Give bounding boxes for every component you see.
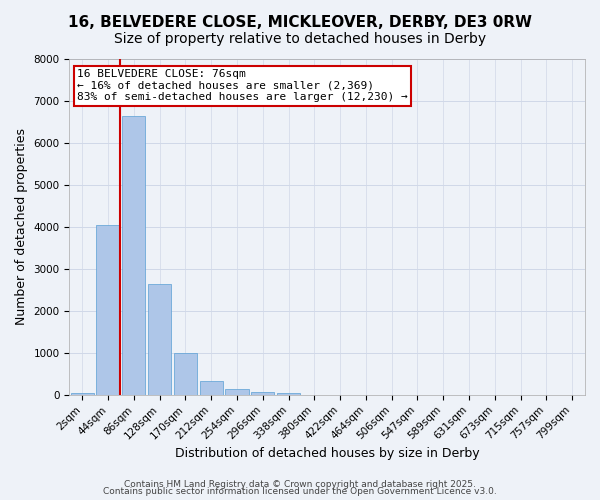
Bar <box>122 116 145 395</box>
Bar <box>277 393 300 395</box>
Bar <box>226 390 248 395</box>
Text: 16 BELVEDERE CLOSE: 76sqm
← 16% of detached houses are smaller (2,369)
83% of se: 16 BELVEDERE CLOSE: 76sqm ← 16% of detac… <box>77 69 408 102</box>
Text: Contains HM Land Registry data © Crown copyright and database right 2025.: Contains HM Land Registry data © Crown c… <box>124 480 476 489</box>
X-axis label: Distribution of detached houses by size in Derby: Distribution of detached houses by size … <box>175 447 479 460</box>
Bar <box>148 284 171 395</box>
Text: Size of property relative to detached houses in Derby: Size of property relative to detached ho… <box>114 32 486 46</box>
Y-axis label: Number of detached properties: Number of detached properties <box>15 128 28 326</box>
Bar <box>200 381 223 395</box>
Text: Contains public sector information licensed under the Open Government Licence v3: Contains public sector information licen… <box>103 487 497 496</box>
Text: 16, BELVEDERE CLOSE, MICKLEOVER, DERBY, DE3 0RW: 16, BELVEDERE CLOSE, MICKLEOVER, DERBY, … <box>68 15 532 30</box>
Bar <box>174 353 197 395</box>
Bar <box>97 225 119 395</box>
Bar <box>251 392 274 395</box>
Bar <box>71 393 94 395</box>
